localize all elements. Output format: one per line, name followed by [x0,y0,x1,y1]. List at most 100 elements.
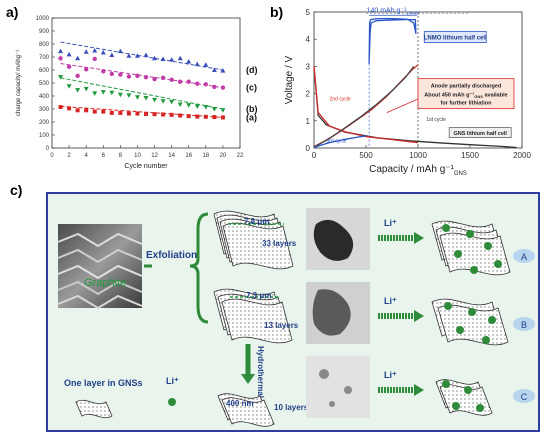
chart-a-point [92,48,98,53]
stack-c-layers: 10 layers [274,403,309,412]
chart-a-point [58,56,63,61]
li-arrow-c-label: Li⁺ [384,370,397,380]
chart-a-point [118,72,123,77]
outcome-oval-b [513,317,535,331]
chart-b-bracket-label: 140 mAh g⁻¹LNMO [367,7,420,15]
chart-a-point [84,108,89,113]
chart-b-gns-label: GNS lithium half cell [453,131,507,137]
chart-a-point [135,111,140,116]
li-ion-legend-label: Li⁺ [166,376,179,386]
chart-a-point [161,112,166,117]
stack-b-width: 7.3 μm [246,291,271,300]
chart-a-point [152,112,157,117]
chart-a-point [143,52,149,58]
chart-a-xtick-label: 4 [85,153,89,159]
chart-b-anode-line3: for further lithiation [440,101,492,107]
one-layer-icon [75,399,113,419]
chart-b-cycle3-label: 3rd cycle [326,139,346,145]
chart-b-ytick-label: 4 [306,35,311,44]
stack-b-layers: 13 layers [264,321,299,330]
chart-a-point [92,109,97,114]
chart-a-point [203,114,208,119]
chart-a-ytick-label: 800 [39,42,50,48]
panel-label-c: c) [10,182,23,198]
chart-a: 0 2 4 6 8 10 12 14 16 18 20 22 0 100 200 300 400 500 600 70… [16,16,258,170]
chart-a-point [134,95,140,100]
exfoliation-label: Exfoliation [146,250,197,261]
chart-a-point [117,48,123,54]
outcome-label-a: A [521,252,527,262]
chart-b-lnmo-box [423,31,487,43]
chart-a-series-label: (b) [246,104,258,114]
chart-a-point [66,64,72,69]
chart-a-point [58,48,64,54]
chart-a-point [152,97,158,103]
outcome-label-b: B [521,320,527,330]
chart-b-series-line [313,66,419,144]
chart-b-bracket-label-sub: LNMO [406,10,420,15]
chart-a-point [194,61,200,67]
chart-a-point [109,110,114,115]
chart-a-point [83,67,89,72]
chart-a-point [109,71,115,77]
chart-b-anode-line2: About 450 mAh g⁻¹GNS available [424,92,507,100]
chart-a-series-label: (d) [246,65,258,75]
chart-a-point [186,103,192,108]
chart-b-anode-line1: Anode partially discharged [431,84,502,90]
lithiated-stack-a [431,220,511,276]
chart-b-xtick-label: 1000 [409,151,427,160]
li-arrow-b-label: Li⁺ [384,296,397,306]
chart-b-series-line [313,66,415,148]
panel-c-schematic: Graphite Exfoliation 7.8 μm 33 layers 7.… [46,192,540,432]
layer-stack-a [213,210,294,270]
chart-a-point [169,112,174,117]
chart-a-xtick-label: 20 [220,153,227,159]
chart-a-point [92,91,98,96]
layer-stack-b [213,288,293,344]
chart-a-xtick-label: 16 [185,153,192,159]
chart-a-point [144,111,148,116]
chart-a-ytick-label: 900 [39,29,50,35]
chart-b-xtick-label: 0 [312,151,317,160]
chart-a-point [169,99,175,105]
hydrothermal-label: Hydrothermal [256,346,265,398]
chart-a-point [160,56,166,61]
chart-b-ytick-label: 3 [306,62,311,71]
stack-a-width: 7.8 μm [244,217,269,226]
chart-b-ylabel: Voltage / V [284,55,295,104]
stack-a-layers: 33 layers [262,239,297,248]
chart-b-xlabel-sub: GNS [454,171,467,177]
chart-a-point [203,105,209,110]
chart-a-point [92,56,97,62]
chart-a-series-label: (a) [246,112,257,122]
chart-a-point [143,95,149,101]
chart-a-point [152,55,158,61]
chart-a-point [117,92,123,98]
chart-a-point [58,105,63,110]
graphite-label: Graphite [84,277,126,289]
chart-a-point [75,55,81,61]
chart-b-series-line [368,17,417,64]
chart-a-xtick-label: 0 [50,153,54,159]
chart-a-point [67,106,72,111]
panel-label-b: b) [270,4,284,20]
graphite-sem-image [57,224,143,310]
chart-a-xlabel: Cycle number [124,163,168,170]
chart-a-point [194,104,200,109]
chart-a-point [177,102,183,107]
chart-a-point [160,75,166,81]
chart-b-xtick-label: 1500 [461,151,479,160]
chart-a-ytick-label: 700 [39,55,50,61]
outcome-oval-c [513,389,535,403]
chart-a-xtick-label: 6 [102,153,106,159]
chart-a-point [211,107,217,112]
tem-image-b [306,282,370,344]
layer-stack-c [217,393,275,427]
chart-a-ytick-label: 500 [39,81,50,87]
chart-a-point [66,51,72,57]
chart-a-point [135,73,140,79]
chart-a-xtick-label: 8 [119,153,123,159]
chart-a-point [169,57,175,62]
chart-a-point [211,67,217,72]
chart-b-xlabel: Capacity / mAh g⁻¹GNS [369,164,467,177]
